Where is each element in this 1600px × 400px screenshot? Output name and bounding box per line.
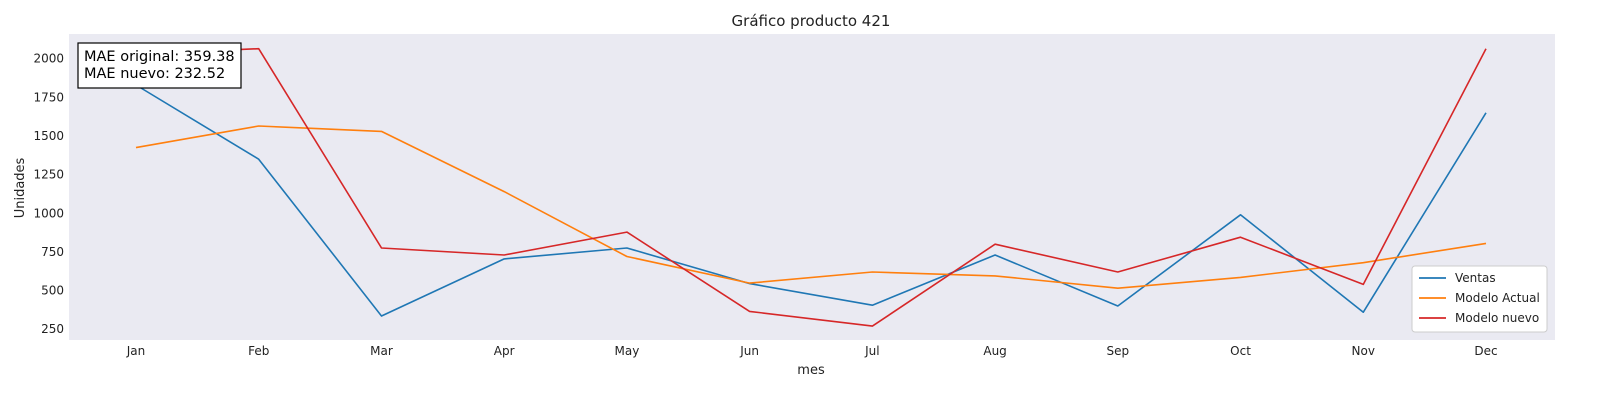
x-axis: Jan Feb Mar Apr May Jun Jul Aug Sep Oct Nov Dec [126, 344, 1498, 358]
series-line-ventas [135, 84, 1487, 317]
chart-title: Gráfico producto 421 [732, 12, 891, 30]
annotation-box [77, 42, 242, 89]
mae-annotation: MAE original: 359.38 MAE nuevo: 232.52 [77, 42, 242, 89]
x-tick-label: May [615, 344, 640, 358]
x-tick-label: Jan [126, 344, 146, 358]
y-axis: 250 500 750 1000 1250 1500 1750 2000 [33, 52, 64, 336]
y-tick-label: 1250 [33, 168, 64, 182]
y-tick-label: 250 [41, 322, 64, 336]
x-tick-label: Mar [370, 344, 393, 358]
y-tick-label: 1750 [33, 90, 64, 104]
series-line-modelo-nuevo [135, 47, 1487, 327]
annotation-line-1: MAE original: 359.38 [84, 49, 235, 65]
y-tick-label: 1000 [33, 206, 64, 220]
x-tick-label: Oct [1230, 344, 1251, 358]
plot-area [69, 34, 1555, 340]
series-lines [135, 47, 1487, 327]
legend-label: Ventas [1455, 271, 1496, 285]
x-tick-label: Jul [864, 344, 879, 358]
legend-label: Modelo Actual [1455, 291, 1540, 305]
x-tick-label: Feb [248, 344, 269, 358]
legend-box [1411, 265, 1548, 333]
y-tick-label: 750 [41, 245, 64, 259]
legend: Ventas Modelo Actual Modelo nuevo [1411, 265, 1548, 333]
y-axis-label: Unidades [13, 157, 28, 218]
x-tick-label: Jun [739, 344, 759, 358]
x-tick-label: Sep [1107, 344, 1130, 358]
annotation-line-2: MAE nuevo: 232.52 [84, 66, 225, 82]
x-tick-label: Nov [1352, 344, 1375, 358]
x-axis-label: mes [797, 363, 825, 378]
x-tick-label: Dec [1474, 344, 1497, 358]
x-tick-label: Apr [494, 344, 515, 358]
y-tick-label: 1500 [33, 129, 64, 143]
y-tick-label: 500 [41, 284, 64, 298]
series-line-modelo-actual [135, 125, 1487, 290]
y-tick-label: 2000 [33, 52, 64, 66]
x-tick-label: Aug [983, 344, 1006, 358]
legend-label: Modelo nuevo [1455, 311, 1539, 325]
